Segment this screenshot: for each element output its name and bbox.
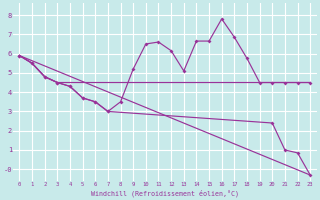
X-axis label: Windchill (Refroidissement éolien,°C): Windchill (Refroidissement éolien,°C) xyxy=(91,189,239,197)
